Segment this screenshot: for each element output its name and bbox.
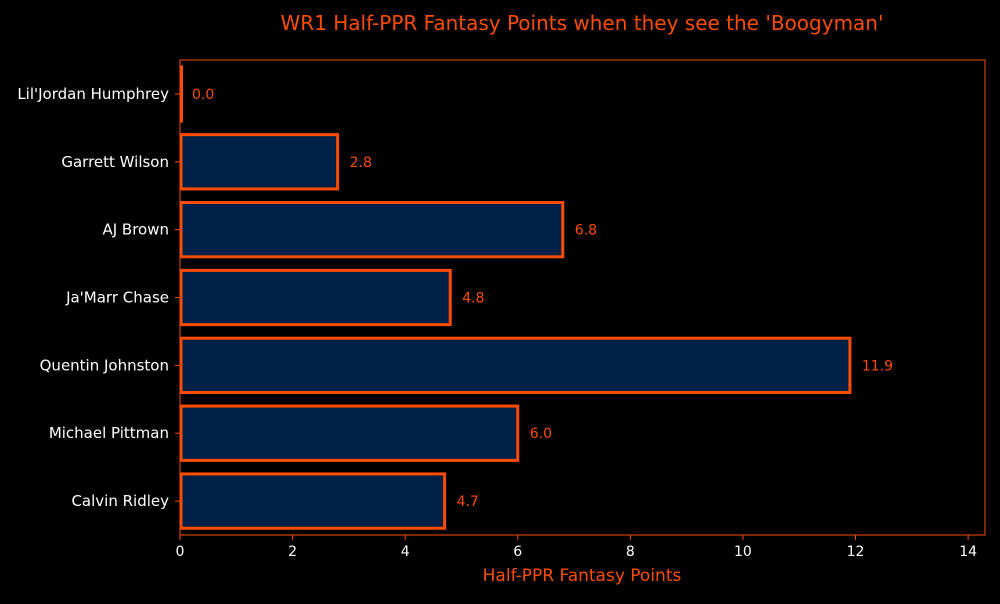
bar xyxy=(179,133,340,191)
x-tick-label: 12 xyxy=(847,544,865,560)
data-label: 6.0 xyxy=(530,426,552,442)
y-tick-label: Ja'Marr Chase xyxy=(65,289,169,307)
bar xyxy=(179,404,520,462)
bar xyxy=(179,336,852,395)
data-label: 2.8 xyxy=(350,155,372,171)
data-label: 6.8 xyxy=(575,223,597,239)
x-tick-label: 4 xyxy=(401,544,410,560)
bar xyxy=(179,65,183,123)
data-labels: 0.0 2.8 6.8 4.8 11.9 6.0 4.7 xyxy=(192,87,893,510)
data-label: 4.7 xyxy=(457,494,479,510)
x-tick-label: 8 xyxy=(626,544,635,560)
bar xyxy=(179,268,452,327)
x-tick-label: 14 xyxy=(959,544,977,560)
x-tick-label: 10 xyxy=(734,544,752,560)
x-tick-label: 2 xyxy=(288,544,297,560)
y-tick-label: Quentin Johnston xyxy=(40,356,169,374)
bar xyxy=(179,472,447,530)
y-tick-label: Michael Pittman xyxy=(49,424,169,442)
y-tick-label: Lil'Jordan Humphrey xyxy=(17,85,169,103)
data-label: 11.9 xyxy=(862,358,893,374)
y-tick-label: Calvin Ridley xyxy=(71,492,169,510)
x-tick-label: 6 xyxy=(513,544,522,560)
y-tick-label: AJ Brown xyxy=(102,221,169,239)
bars-layer xyxy=(179,65,852,530)
x-ticks: 0 2 4 6 8 10 12 14 xyxy=(176,535,977,560)
y-tick-label: Garrett Wilson xyxy=(61,153,169,171)
data-label: 4.8 xyxy=(462,291,484,307)
y-tick-labels: Lil'Jordan Humphrey Garrett Wilson AJ Brow… xyxy=(17,85,180,510)
chart-title: WR1 Half-PPR Fantasy Points when they se… xyxy=(281,11,884,35)
x-axis-label: Half-PPR Fantasy Points xyxy=(483,566,682,586)
x-tick-label: 0 xyxy=(176,544,185,560)
data-label: 0.0 xyxy=(192,87,214,103)
bar xyxy=(179,201,565,259)
